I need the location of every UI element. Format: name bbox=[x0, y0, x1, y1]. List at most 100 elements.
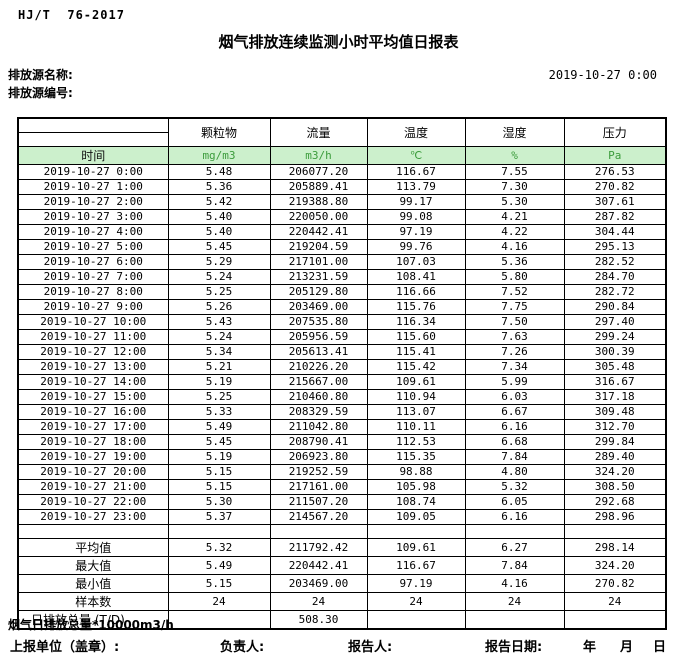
summary-value-cell: 24 bbox=[464, 591, 565, 611]
table-row: 2019-10-27 7:00 5.24 213231.59 108.41 5.80 28… bbox=[17, 268, 667, 285]
summary-value-cell: 24 bbox=[269, 591, 368, 611]
time-cell: 2019-10-27 21:00 bbox=[17, 478, 169, 495]
value-cell: 205889.41 bbox=[269, 178, 368, 195]
value-cell: 5.36 bbox=[464, 253, 565, 270]
report-datetime: 2019-10-27 0:00 bbox=[548, 68, 657, 82]
time-cell: 2019-10-27 5:00 bbox=[17, 238, 169, 255]
summary-value-cell: 24 bbox=[366, 591, 466, 611]
value-cell: 5.15 bbox=[167, 463, 271, 480]
reporting-unit-label: 上报单位（盖章）: bbox=[10, 640, 120, 654]
value-cell: 208329.59 bbox=[269, 403, 368, 420]
value-cell: 5.99 bbox=[464, 373, 565, 390]
time-cell: 2019-10-27 15:00 bbox=[17, 388, 169, 405]
table-row: 2019-10-27 16:00 5.33 208329.59 113.07 6.67 3… bbox=[17, 403, 667, 420]
value-cell: 4.21 bbox=[464, 208, 565, 225]
responsible-person-label: 负责人: bbox=[220, 640, 265, 654]
signature-footer: 上报单位（盖章）: 负责人: 报告人: 报告日期: 年 月 日 bbox=[0, 636, 677, 654]
value-cell: 98.88 bbox=[366, 463, 466, 480]
value-cell: 108.41 bbox=[366, 268, 466, 285]
month-label: 月 bbox=[620, 640, 634, 654]
value-cell: 292.68 bbox=[563, 493, 667, 510]
table-row: 2019-10-27 19:00 5.19 206923.80 115.35 7.84 2… bbox=[17, 448, 667, 465]
time-cell: 2019-10-27 9:00 bbox=[17, 298, 169, 315]
value-cell: 287.82 bbox=[563, 208, 667, 225]
value-cell: 5.25 bbox=[167, 388, 271, 405]
summary-value-cell: 24 bbox=[563, 591, 667, 611]
value-cell: 7.63 bbox=[464, 328, 565, 345]
table-row: 2019-10-27 4:00 5.40 220442.41 97.19 4.22 304… bbox=[17, 223, 667, 240]
spacer-cell bbox=[167, 523, 271, 539]
column-header-5: 压力 bbox=[563, 117, 667, 147]
summary-value-cell: 97.19 bbox=[366, 573, 466, 593]
table-row: 2019-10-27 17:00 5.49 211042.80 110.11 6.16 3… bbox=[17, 418, 667, 435]
time-cell: 2019-10-27 3:00 bbox=[17, 208, 169, 225]
value-cell: 115.60 bbox=[366, 328, 466, 345]
spacer-cell bbox=[464, 523, 565, 539]
day-label: 日 bbox=[653, 640, 667, 654]
value-cell: 7.52 bbox=[464, 283, 565, 300]
value-cell: 5.49 bbox=[167, 418, 271, 435]
value-cell: 289.40 bbox=[563, 448, 667, 465]
report-date-label: 报告日期: bbox=[485, 640, 543, 654]
column-unit-5: Pa bbox=[563, 145, 667, 165]
table-row: 2019-10-27 21:00 5.15 217161.00 105.98 5.32 3… bbox=[17, 478, 667, 495]
table-row: 2019-10-27 9:00 5.26 203469.00 115.76 7.75 29… bbox=[17, 298, 667, 315]
table-row: 2019-10-27 11:00 5.24 205956.59 115.60 7.63 2… bbox=[17, 328, 667, 345]
value-cell: 297.40 bbox=[563, 313, 667, 330]
time-cell: 2019-10-27 20:00 bbox=[17, 463, 169, 480]
summary-label: 日排放总量 (T/D) bbox=[17, 609, 169, 629]
value-cell: 5.19 bbox=[167, 448, 271, 465]
value-cell: 295.13 bbox=[563, 238, 667, 255]
value-cell: 298.96 bbox=[563, 508, 667, 525]
value-cell: 205613.41 bbox=[269, 343, 368, 360]
value-cell: 6.67 bbox=[464, 403, 565, 420]
value-cell: 5.36 bbox=[167, 178, 271, 195]
summary-row: 样本数 24 24 24 24 24 bbox=[17, 591, 667, 611]
value-cell: 312.70 bbox=[563, 418, 667, 435]
summary-value-cell: 298.14 bbox=[563, 537, 667, 557]
summary-value-cell: 5.32 bbox=[167, 537, 271, 557]
value-cell: 219204.59 bbox=[269, 238, 368, 255]
flow-total-note: 烟气日排放总量*10000m3/h bbox=[8, 618, 174, 632]
time-cell: 2019-10-27 2:00 bbox=[17, 193, 169, 210]
column-header-1: 颗粒物 bbox=[167, 117, 271, 147]
value-cell: 5.15 bbox=[167, 478, 271, 495]
table-row: 2019-10-27 2:00 5.42 219388.80 99.17 5.30 307… bbox=[17, 193, 667, 210]
value-cell: 5.24 bbox=[167, 328, 271, 345]
table-row: 2019-10-27 5:00 5.45 219204.59 99.76 4.16 295… bbox=[17, 238, 667, 255]
summary-row: 最大值 5.49 220442.41 116.67 7.84 324.20 bbox=[17, 555, 667, 575]
value-cell: 7.75 bbox=[464, 298, 565, 315]
summary-value-cell: 24 bbox=[167, 591, 271, 611]
value-cell: 208790.41 bbox=[269, 433, 368, 450]
summary-value-cell: 211792.42 bbox=[269, 537, 368, 557]
time-cell: 2019-10-27 18:00 bbox=[17, 433, 169, 450]
table-row: 2019-10-27 6:00 5.29 217101.00 107.03 5.36 28… bbox=[17, 253, 667, 270]
table-row: 2019-10-27 23:00 5.37 214567.20 109.05 6.16 2… bbox=[17, 508, 667, 525]
value-cell: 307.61 bbox=[563, 193, 667, 210]
summary-value-cell: 6.27 bbox=[464, 537, 565, 557]
value-cell: 6.03 bbox=[464, 388, 565, 405]
value-cell: 217101.00 bbox=[269, 253, 368, 270]
summary-value-cell: 7.84 bbox=[464, 555, 565, 575]
table-row: 2019-10-27 18:00 5.45 208790.41 112.53 6.68 2… bbox=[17, 433, 667, 450]
value-cell: 105.98 bbox=[366, 478, 466, 495]
value-cell: 207535.80 bbox=[269, 313, 368, 330]
value-cell: 309.48 bbox=[563, 403, 667, 420]
value-cell: 299.84 bbox=[563, 433, 667, 450]
spacer-cell bbox=[269, 523, 368, 539]
value-cell: 5.40 bbox=[167, 208, 271, 225]
value-cell: 316.67 bbox=[563, 373, 667, 390]
time-cell: 2019-10-27 6:00 bbox=[17, 253, 169, 270]
value-cell: 5.25 bbox=[167, 283, 271, 300]
summary-value-cell: 270.82 bbox=[563, 573, 667, 593]
value-cell: 206077.20 bbox=[269, 163, 368, 180]
time-cell: 2019-10-27 10:00 bbox=[17, 313, 169, 330]
summary-value-cell bbox=[464, 609, 565, 629]
value-cell: 7.30 bbox=[464, 178, 565, 195]
standard-code: HJ/T 76-2017 bbox=[18, 8, 125, 22]
table-row: 2019-10-27 8:00 5.25 205129.80 116.66 7.52 28… bbox=[17, 283, 667, 300]
time-cell: 2019-10-27 11:00 bbox=[17, 328, 169, 345]
value-cell: 115.41 bbox=[366, 343, 466, 360]
value-cell: 113.07 bbox=[366, 403, 466, 420]
value-cell: 5.30 bbox=[167, 493, 271, 510]
